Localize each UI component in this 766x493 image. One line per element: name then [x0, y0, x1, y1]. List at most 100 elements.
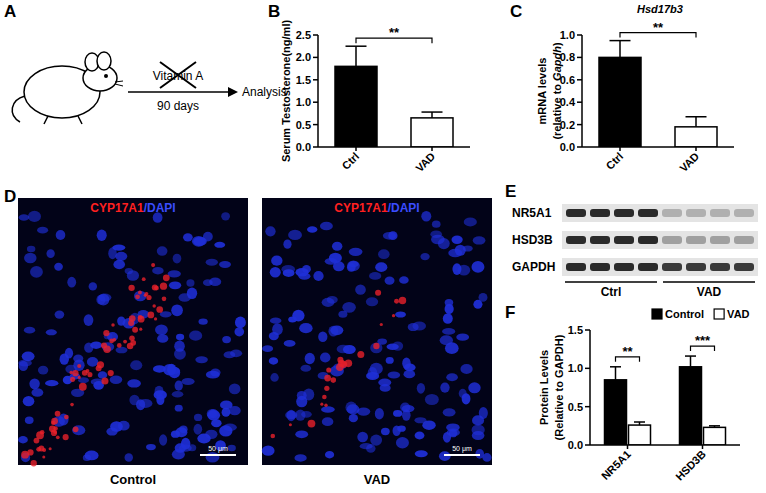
- nucleus: [209, 409, 218, 418]
- nucleus: [45, 380, 58, 386]
- duration-label: 90 days: [157, 99, 199, 113]
- image-title-part: CYP17A1: [90, 201, 144, 215]
- error-line: [695, 117, 697, 127]
- stain: [73, 426, 79, 432]
- blot-strip: [562, 231, 758, 249]
- stain: [163, 274, 170, 281]
- nucleus: [320, 352, 331, 362]
- panel-letter: B: [268, 2, 280, 21]
- blot-band: [638, 236, 658, 244]
- nucleus: [28, 211, 41, 222]
- nucleus: [271, 256, 282, 266]
- blot-band: [614, 263, 634, 271]
- image-label: VAD: [364, 472, 390, 487]
- nucleus: [125, 453, 133, 461]
- y-axis-label: Protein Levels: [538, 350, 550, 425]
- blot-band: [566, 209, 586, 217]
- error-line: [431, 112, 433, 118]
- nucleus: [471, 261, 484, 273]
- nucleus: [330, 325, 343, 335]
- error-bar: [422, 112, 443, 118]
- stain: [42, 455, 45, 458]
- arrow-head: [228, 87, 238, 97]
- blot-band: [638, 263, 658, 271]
- error-cap: [634, 421, 645, 423]
- y-axis-label-part: (Relative to GAPDH): [553, 334, 565, 440]
- nucleus: [262, 446, 275, 456]
- nucleus: [475, 449, 484, 459]
- y-axis-label: mRNA levels: [536, 58, 548, 125]
- nucleus: [169, 281, 181, 289]
- image-title-part: /DAPI: [388, 201, 420, 215]
- blot-band: [662, 209, 682, 217]
- error-bar: [610, 367, 621, 380]
- significance-label: **: [389, 25, 400, 40]
- error-bar: [685, 356, 696, 367]
- stain: [138, 291, 142, 295]
- nucleus: [24, 327, 35, 334]
- nucleus: [229, 406, 241, 415]
- nucleus: [415, 450, 428, 457]
- micrograph: [18, 198, 248, 466]
- nucleus: [228, 445, 236, 451]
- nucleus: [168, 270, 181, 277]
- error-bar: [709, 426, 720, 428]
- nucleus: [155, 386, 164, 397]
- stain: [97, 361, 104, 368]
- image-title-part: /DAPI: [144, 201, 176, 215]
- nucleus: [127, 270, 139, 281]
- panel-letter: F: [505, 303, 515, 322]
- nucleus: [167, 364, 176, 376]
- nucleus: [87, 357, 98, 367]
- nucleus: [155, 325, 168, 335]
- stain: [326, 367, 331, 372]
- nucleus: [18, 436, 28, 443]
- error-bar: [610, 41, 631, 58]
- stain: [337, 357, 343, 363]
- nucleus: [295, 410, 305, 421]
- stain: [320, 403, 323, 406]
- nucleus: [460, 364, 472, 374]
- nucleus: [395, 311, 406, 317]
- y-axis-label-part: mRNA levels: [536, 58, 548, 125]
- nucleus: [399, 276, 409, 283]
- stain: [322, 395, 327, 400]
- x-tick: [355, 147, 357, 151]
- blot-band: [734, 209, 754, 217]
- nucleus: [183, 233, 193, 241]
- stain: [271, 434, 276, 439]
- nucleus: [440, 335, 453, 345]
- nucleus: [472, 415, 484, 425]
- stain: [111, 323, 114, 326]
- nucleus: [174, 348, 186, 359]
- nucleus: [27, 246, 35, 253]
- y-tick: [577, 124, 582, 126]
- blot-band: [686, 209, 706, 217]
- nucleus: [298, 273, 310, 280]
- blot-band: [710, 236, 730, 244]
- nucleus: [446, 373, 458, 381]
- stain: [128, 285, 134, 291]
- nucleus: [24, 253, 37, 264]
- nucleus: [270, 373, 278, 382]
- y-axis-label-part: Serum Testosterone(ng/ml): [280, 20, 292, 163]
- stain: [36, 431, 44, 439]
- nucleus: [186, 279, 194, 286]
- legend-label: VAD: [727, 308, 749, 320]
- nucleus: [292, 310, 304, 322]
- error-cap: [610, 366, 621, 368]
- nucleus: [369, 272, 381, 280]
- nucleus: [187, 288, 197, 299]
- stain: [152, 304, 155, 307]
- nucleus: [451, 236, 462, 244]
- nucleus: [152, 267, 163, 275]
- blot-band: [734, 263, 754, 271]
- stain: [399, 297, 406, 304]
- nucleus: [54, 263, 63, 271]
- nucleus: [110, 421, 123, 431]
- y-tick-label: 0.5: [568, 401, 583, 413]
- y-tick-label: 2.5: [296, 29, 311, 41]
- blot-band: [566, 236, 586, 244]
- y-tick: [577, 34, 582, 36]
- nucleus: [366, 297, 378, 306]
